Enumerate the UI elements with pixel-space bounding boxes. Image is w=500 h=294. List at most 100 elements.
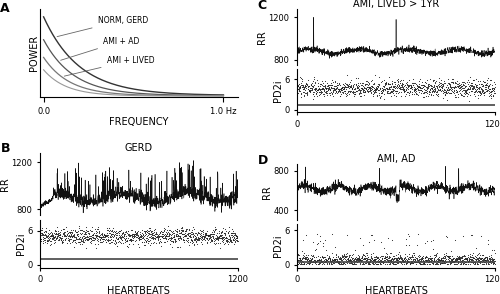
- Point: [436, 256, 444, 260]
- Point: [422, 240, 430, 245]
- Point: [140, 243, 148, 248]
- Point: [326, 82, 334, 87]
- Point: [56, 229, 64, 234]
- Point: [478, 261, 486, 266]
- Point: [154, 236, 162, 241]
- Point: [209, 236, 217, 240]
- Point: [100, 235, 108, 240]
- Text: AMI + LIVED: AMI + LIVED: [64, 56, 154, 76]
- Point: [394, 250, 402, 254]
- Point: [360, 88, 368, 93]
- Point: [467, 89, 475, 93]
- Point: [70, 234, 78, 239]
- Point: [168, 236, 176, 240]
- Point: [402, 237, 410, 242]
- Point: [56, 236, 64, 241]
- Point: [436, 89, 444, 93]
- Point: [371, 259, 379, 263]
- Point: [454, 84, 462, 88]
- Point: [220, 235, 228, 240]
- Point: [488, 86, 496, 91]
- Point: [335, 82, 343, 87]
- Point: [118, 231, 126, 236]
- Point: [294, 83, 302, 88]
- Point: [300, 85, 308, 89]
- Point: [472, 262, 480, 266]
- Point: [466, 86, 473, 91]
- Point: [476, 258, 484, 263]
- Point: [460, 86, 468, 91]
- Point: [452, 83, 460, 88]
- Point: [127, 237, 135, 241]
- Point: [358, 93, 366, 98]
- Point: [386, 257, 394, 262]
- Point: [112, 231, 120, 236]
- Point: [186, 231, 194, 235]
- Point: [174, 229, 182, 233]
- Point: [386, 74, 394, 79]
- Point: [110, 230, 118, 234]
- Point: [380, 256, 388, 261]
- Point: [442, 85, 450, 89]
- Point: [128, 232, 136, 237]
- Point: [390, 93, 398, 97]
- Point: [466, 84, 474, 89]
- Point: [298, 83, 306, 87]
- Point: [383, 87, 391, 91]
- Point: [470, 92, 478, 97]
- Point: [480, 262, 488, 266]
- Point: [304, 87, 312, 92]
- Point: [232, 233, 239, 238]
- Point: [72, 235, 80, 240]
- Point: [134, 235, 141, 239]
- Point: [333, 83, 341, 88]
- Point: [490, 88, 498, 93]
- Point: [94, 238, 102, 243]
- Point: [80, 231, 88, 236]
- Point: [364, 261, 372, 266]
- Point: [431, 79, 439, 84]
- Point: [324, 262, 332, 266]
- Point: [476, 260, 484, 265]
- Point: [448, 77, 456, 82]
- Point: [374, 83, 382, 88]
- Point: [324, 256, 332, 261]
- Point: [454, 257, 462, 262]
- Point: [422, 85, 430, 89]
- Point: [114, 236, 122, 240]
- Point: [208, 230, 216, 234]
- Point: [390, 259, 398, 264]
- Point: [459, 233, 467, 238]
- Point: [323, 93, 331, 98]
- Point: [52, 231, 60, 236]
- Point: [485, 82, 493, 87]
- Point: [304, 259, 312, 264]
- Point: [477, 91, 485, 96]
- Point: [166, 242, 173, 246]
- Point: [418, 86, 426, 91]
- Point: [458, 89, 466, 94]
- Point: [303, 255, 311, 259]
- Point: [430, 88, 438, 93]
- Point: [170, 234, 178, 239]
- Point: [188, 241, 196, 245]
- Point: [376, 81, 384, 86]
- Point: [441, 92, 449, 97]
- Point: [421, 262, 429, 266]
- Point: [318, 87, 326, 92]
- Point: [458, 255, 466, 260]
- Point: [310, 260, 318, 264]
- Point: [303, 91, 311, 96]
- Point: [481, 80, 489, 84]
- Point: [319, 92, 327, 97]
- Point: [62, 225, 70, 229]
- Point: [316, 257, 324, 262]
- Point: [328, 86, 336, 90]
- Point: [82, 232, 90, 236]
- Point: [80, 238, 88, 243]
- Point: [427, 92, 435, 97]
- Point: [364, 81, 372, 85]
- Point: [192, 230, 200, 235]
- Point: [462, 256, 470, 260]
- Point: [394, 258, 402, 262]
